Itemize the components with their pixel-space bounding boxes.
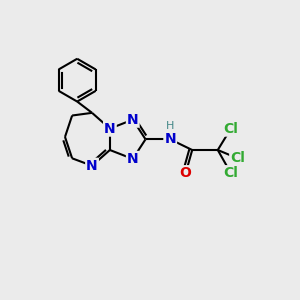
Text: Cl: Cl xyxy=(224,166,238,180)
Text: Cl: Cl xyxy=(230,151,245,165)
Text: N: N xyxy=(127,152,139,166)
Text: Cl: Cl xyxy=(224,122,238,136)
Text: N: N xyxy=(127,113,139,127)
Text: H: H xyxy=(166,121,174,131)
Text: N: N xyxy=(164,132,176,146)
Text: O: O xyxy=(180,166,192,180)
Text: N: N xyxy=(104,122,116,136)
Text: N: N xyxy=(86,159,98,173)
